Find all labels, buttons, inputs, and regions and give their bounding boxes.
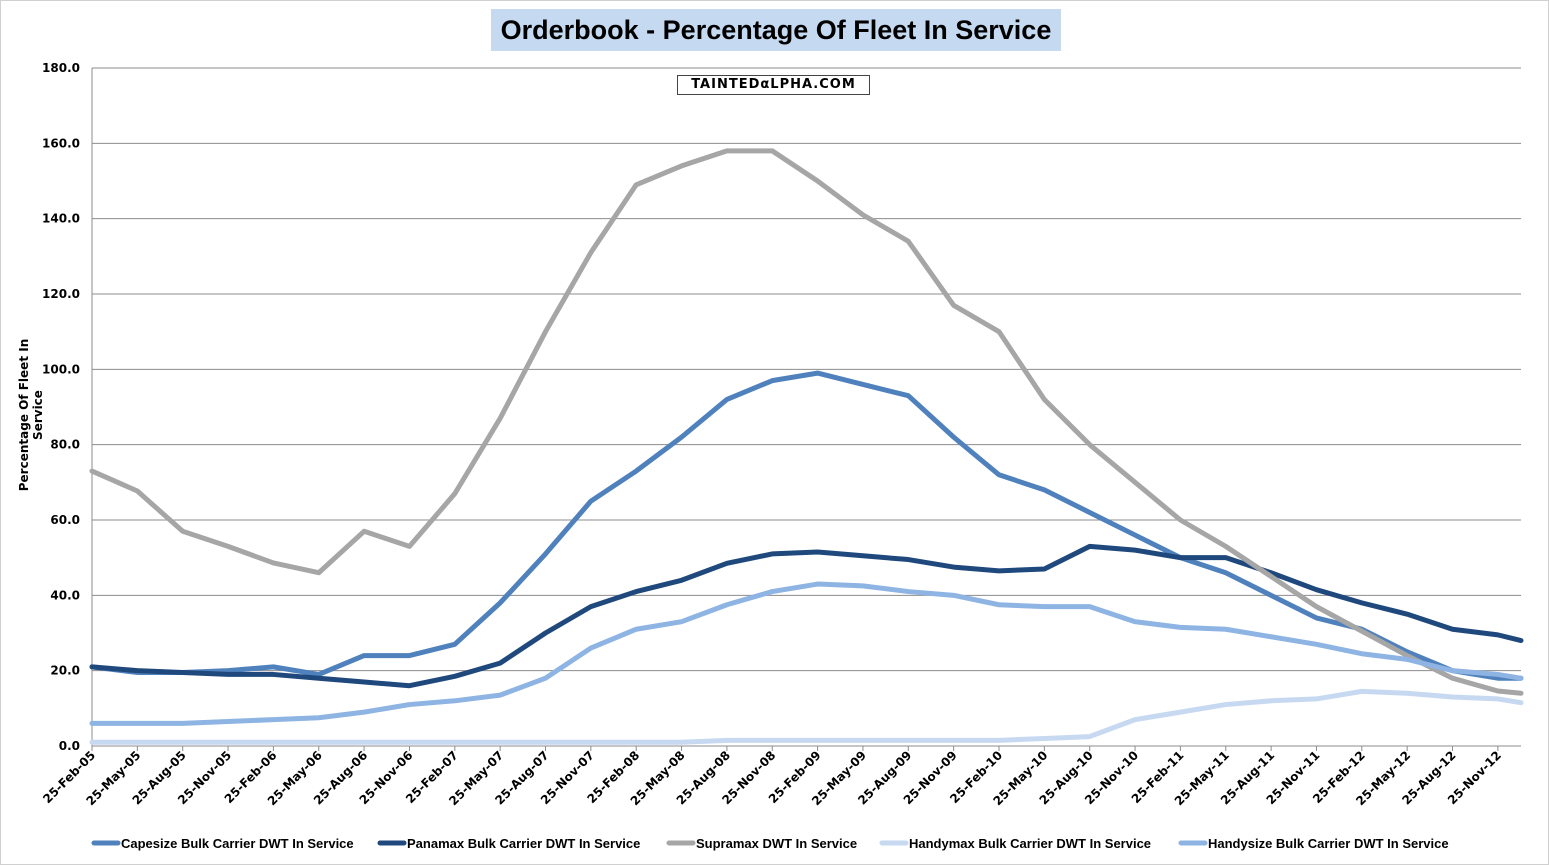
legend-label: Capesize Bulk Carrier DWT In Service [121, 836, 354, 851]
y-tick-label: 80.0 [50, 438, 80, 452]
y-tick-label: 20.0 [50, 664, 80, 678]
legend-label: Handymax Bulk Carrier DWT In Service [909, 836, 1151, 851]
watermark-logo: TAINTEDαLPHA.COM [677, 75, 870, 95]
series-line-2 [89, 543, 1524, 689]
legend-label: Handysize Bulk Carrier DWT In Service [1208, 836, 1449, 851]
y-tick-label: 140.0 [42, 212, 80, 226]
series-line-5 [89, 581, 1524, 726]
series-line-3 [89, 148, 1524, 696]
series-line-4 [89, 688, 1524, 745]
legend-label: Supramax DWT In Service [696, 836, 857, 851]
series-line-1 [89, 370, 1524, 681]
y-tick-label: 40.0 [50, 588, 80, 602]
y-tick-label: 60.0 [50, 513, 80, 527]
legend-label: Panamax Bulk Carrier DWT In Service [407, 836, 640, 851]
y-tick-label: 100.0 [42, 362, 80, 376]
y-tick-label: 180.0 [42, 61, 80, 75]
chart-title: Orderbook - Percentage Of Fleet In Servi… [491, 9, 1061, 51]
y-tick-label: 120.0 [42, 287, 80, 301]
y-tick-label: 0.0 [59, 739, 80, 753]
y-tick-label: 160.0 [42, 136, 80, 150]
